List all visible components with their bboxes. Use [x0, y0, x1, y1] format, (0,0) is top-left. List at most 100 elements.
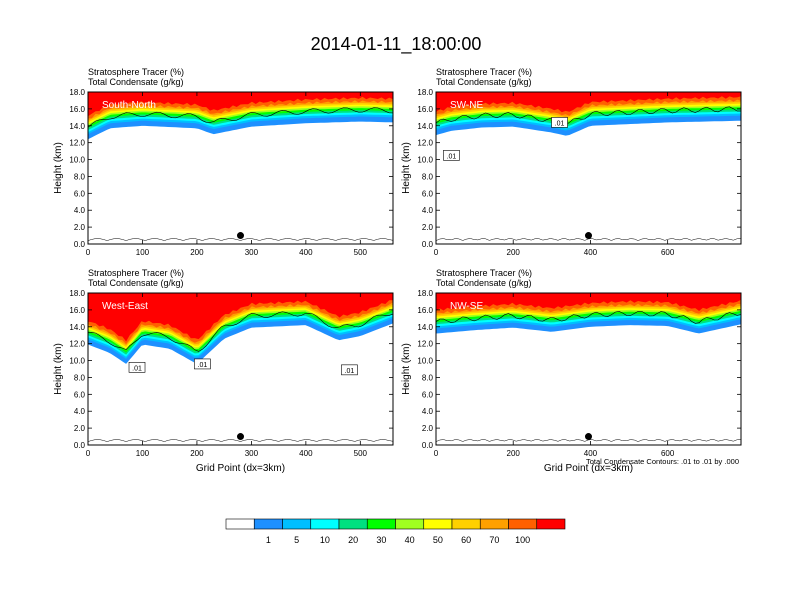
y-tick-label: 4.0	[422, 206, 434, 215]
contour-label-box	[551, 117, 568, 128]
condensate-contour	[436, 310, 741, 324]
tracer-field	[88, 293, 393, 442]
y-tick-label: 14.0	[417, 323, 433, 332]
x-tick-label: 100	[136, 248, 150, 257]
y-tick-label: 6.0	[422, 189, 434, 198]
y-tick-label: 16.0	[417, 306, 433, 315]
y-tick-label: 8.0	[422, 373, 434, 382]
location-marker	[237, 433, 244, 441]
panel-label: NW-SE	[450, 301, 483, 312]
y-tick-label: 12.0	[417, 340, 433, 349]
x-axis-label: Grid Point (dx=3km)	[196, 463, 285, 474]
panel-label: West-East	[102, 301, 148, 312]
colorbar-swatch	[508, 518, 538, 530]
plot-frame	[87, 292, 394, 446]
x-tick-label: 0	[86, 248, 91, 257]
tracer-field	[436, 92, 741, 241]
y-tick-label: 2.0	[74, 223, 86, 232]
panel-label: South-North	[102, 100, 156, 111]
figure-title: 2014-01-11_18:00:00	[311, 34, 482, 55]
colorbar: 1 5 10 20 30 40 50 60 70 100	[225, 518, 566, 545]
x-tick-label: 500	[354, 248, 368, 257]
y-tick-label: 8.0	[422, 172, 434, 181]
y-tick-label: 12.0	[417, 139, 433, 148]
y-tick-label: 4.0	[74, 407, 86, 416]
y-tick-label: 2.0	[422, 223, 434, 232]
colorbar-swatch	[310, 518, 340, 530]
y-tick-label: 0.0	[74, 441, 86, 450]
panel-label: SW-NE	[450, 100, 483, 111]
x-axis-label: Grid Point (dx=3km)	[544, 463, 633, 474]
panel-west-east: 0.0 2.0 4.0 6.0 8.0 10.0 12.0 14.0 16.0 18.0 0 100 2…	[53, 268, 394, 474]
y-tick-label: 0.0	[422, 240, 434, 249]
panel-sw-ne: 0.0 2.0 4.0 6.0 8.0 10.0 12.0 14.0 16.0 18.0 0 200 4…	[401, 67, 742, 257]
y-tick-label: 14.0	[417, 122, 433, 131]
y-axis-label: Height (km)	[53, 343, 64, 395]
panel-south-north: 0.0 2.0 4.0 6.0 8.0 10.0 12.0 14.0 16.0 18.0 0 100 2…	[53, 67, 394, 257]
colorbar-swatch	[423, 518, 453, 530]
plot-frame	[435, 91, 742, 245]
y-tick-label: 12.0	[69, 340, 85, 349]
plot-frame	[435, 292, 742, 446]
colorbar-label: 5	[294, 535, 299, 545]
panel-header-line2: Total Condensate (g/kg)	[436, 278, 532, 288]
ground-contour	[88, 439, 393, 442]
panel-header-line1: Stratosphere Tracer (%)	[436, 67, 532, 77]
condensate-contour	[88, 311, 393, 352]
y-tick-label: 12.0	[69, 139, 85, 148]
colorbar-swatch	[451, 518, 481, 530]
x-tick-label: 600	[661, 248, 675, 257]
contour-label: .01	[447, 153, 457, 160]
location-marker	[585, 433, 592, 441]
condensate-contour	[88, 107, 393, 128]
location-marker	[237, 232, 244, 240]
y-axis-label: Height (km)	[53, 142, 64, 194]
contour-label: .01	[555, 120, 565, 127]
y-tick-label: 4.0	[74, 206, 86, 215]
plot-frame	[87, 91, 394, 245]
colorbar-label: 10	[320, 535, 330, 545]
y-tick-label: 14.0	[69, 323, 85, 332]
colorbar-label: 30	[376, 535, 386, 545]
x-tick-label: 0	[434, 248, 439, 257]
panel-header-line1: Stratosphere Tracer (%)	[436, 268, 532, 278]
x-tick-label: 300	[245, 248, 259, 257]
colorbar-swatch	[338, 518, 368, 530]
y-tick-label: 6.0	[74, 189, 86, 198]
y-tick-label: 0.0	[422, 441, 434, 450]
x-tick-label: 400	[584, 248, 598, 257]
y-tick-label: 14.0	[69, 122, 85, 131]
x-tick-label: 200	[190, 449, 204, 458]
y-tick-label: 10.0	[417, 156, 433, 165]
y-tick-label: 18.0	[417, 289, 433, 298]
location-marker	[585, 232, 592, 240]
x-tick-label: 0	[434, 449, 439, 458]
contour-label-box	[341, 364, 358, 376]
ground-contour	[88, 238, 393, 241]
colorbar-swatch	[225, 518, 255, 530]
x-tick-label: 400	[584, 449, 598, 458]
y-tick-label: 8.0	[74, 373, 86, 382]
y-tick-label: 10.0	[69, 156, 85, 165]
y-tick-label: 16.0	[417, 105, 433, 114]
colorbar-label: 70	[489, 535, 499, 545]
tracer-field	[436, 293, 741, 442]
contour-label-box	[443, 150, 460, 161]
colorbar-swatch	[536, 518, 566, 530]
colorbar-swatch	[282, 518, 312, 530]
y-tick-label: 16.0	[69, 105, 85, 114]
panel-nw-se: 0.0 2.0 4.0 6.0 8.0 10.0 12.0 14.0 16.0 18.0 0 200 4…	[401, 268, 742, 474]
x-tick-label: 500	[354, 449, 368, 458]
x-tick-label: 200	[507, 449, 521, 458]
tracer-band	[436, 293, 741, 311]
contour-label-box	[194, 358, 211, 370]
tracer-band	[88, 92, 393, 117]
x-tick-label: 200	[190, 248, 204, 257]
colorbar-label: 50	[433, 535, 443, 545]
colorbar-label: 40	[405, 535, 415, 545]
x-tick-label: 400	[299, 248, 313, 257]
y-tick-label: 16.0	[69, 306, 85, 315]
contour-label-box	[128, 362, 146, 373]
panel-header-line2: Total Condensate (g/kg)	[436, 77, 532, 87]
